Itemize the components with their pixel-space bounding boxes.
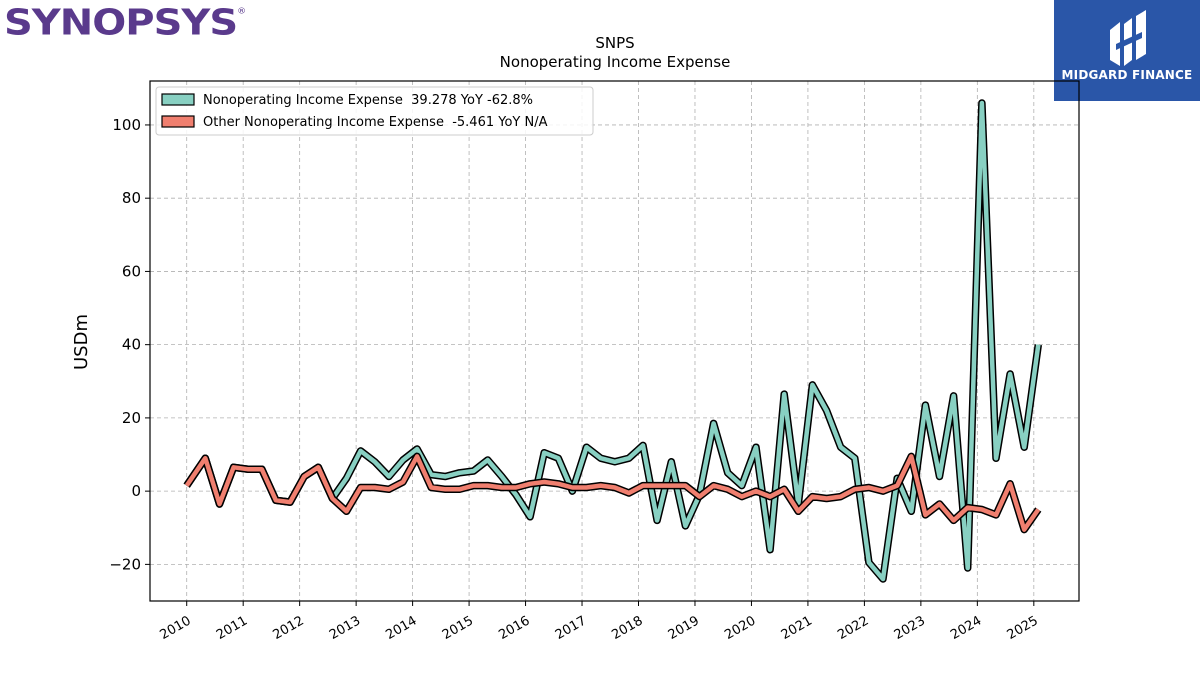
y-tick-label: 0 bbox=[131, 482, 141, 500]
x-tick-label: 2022 bbox=[835, 613, 871, 643]
y-tick-label: 80 bbox=[122, 189, 141, 207]
synopsys-logo-text: SYNOPSYS bbox=[4, 2, 238, 44]
chart-title: SNPS bbox=[595, 34, 634, 52]
x-tick-label: 2020 bbox=[722, 613, 758, 643]
synopsys-logo: SYNOPSYS® bbox=[4, 2, 246, 44]
registered-mark: ® bbox=[237, 7, 246, 17]
legend-swatch-nonoperating bbox=[161, 93, 195, 106]
chart-subtitle: Nonoperating Income Expense bbox=[500, 53, 731, 71]
x-tick-label: 2018 bbox=[609, 613, 645, 643]
midgard-logo-icon bbox=[1110, 10, 1146, 66]
y-tick-label: 40 bbox=[122, 336, 141, 354]
y-axis-label: USDm bbox=[71, 314, 92, 370]
x-tick-label: 2010 bbox=[158, 613, 194, 643]
plot-frame bbox=[149, 80, 1080, 602]
midgard-finance-logo: MIDGARD FINANCE bbox=[1054, 0, 1200, 101]
series-layer bbox=[183, 99, 1043, 583]
y-tick-label: 20 bbox=[122, 409, 141, 427]
x-tick-label: 2015 bbox=[440, 613, 476, 643]
x-axis: 2010 2011 2012 2013 2014 2015 2016 2017 2018 2019… bbox=[158, 601, 1041, 643]
x-tick-label: 2025 bbox=[1005, 613, 1041, 643]
x-tick-label: 2023 bbox=[892, 613, 928, 643]
x-tick-label: 2014 bbox=[383, 613, 419, 643]
legend-swatch-other bbox=[161, 115, 195, 128]
y-tick-label: 100 bbox=[112, 116, 141, 134]
y-axis: −20 0 20 40 60 80 100 bbox=[109, 116, 150, 573]
x-tick-label: 2011 bbox=[214, 613, 250, 643]
x-tick-label: 2024 bbox=[948, 613, 984, 643]
x-tick-label: 2021 bbox=[779, 613, 815, 643]
legend-label-other: Other Nonoperating Income Expense -5.461… bbox=[203, 115, 548, 130]
x-tick-label: 2012 bbox=[270, 613, 306, 643]
y-tick-label: −20 bbox=[109, 555, 141, 573]
legend-box bbox=[155, 86, 594, 136]
y-tick-label: 60 bbox=[122, 262, 141, 280]
series-line-0 bbox=[184, 100, 1041, 582]
series-line-1 bbox=[184, 454, 1041, 532]
legend-label-nonoperating: Nonoperating Income Expense 39.278 YoY -… bbox=[203, 93, 533, 108]
midgard-logo-text: MIDGARD FINANCE bbox=[1061, 68, 1193, 82]
x-tick-label: 2016 bbox=[496, 613, 532, 643]
x-tick-label: 2019 bbox=[666, 613, 702, 643]
grid-lines bbox=[150, 81, 1079, 601]
legend: Nonoperating Income Expense 39.278 YoY -… bbox=[155, 86, 594, 136]
x-tick-label: 2017 bbox=[553, 613, 589, 643]
x-tick-label: 2013 bbox=[327, 613, 363, 643]
